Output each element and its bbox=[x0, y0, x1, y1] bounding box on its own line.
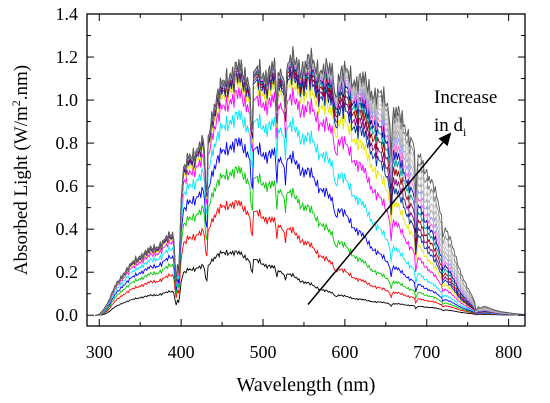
spectrum-line bbox=[95, 166, 525, 316]
y-axis-label-tail: .nm) bbox=[11, 65, 32, 100]
increase-arrow-head bbox=[438, 132, 452, 147]
increase-annotation: Increase in di bbox=[307, 87, 497, 305]
y-tick-label: 1.4 bbox=[56, 4, 79, 24]
y-axis-label: Absorbed Light (W/m2.nm) bbox=[9, 65, 32, 275]
y-tick-label: 1.2 bbox=[56, 47, 79, 67]
spectrum-line bbox=[95, 137, 525, 316]
spectrum-line bbox=[95, 72, 525, 316]
y-axis-label-main: Absorbed Light (W/m bbox=[11, 106, 32, 275]
spectrum-line bbox=[95, 87, 525, 316]
annotation-line-1: Increase bbox=[434, 87, 497, 108]
x-tick-label: 300 bbox=[86, 342, 113, 362]
y-tick-label: 0.6 bbox=[56, 176, 79, 196]
x-tick-label: 600 bbox=[331, 342, 358, 362]
y-tick-label: 0.0 bbox=[56, 305, 79, 325]
increase-arrow bbox=[307, 141, 444, 305]
y-axis: 0.0 0.2 0.4 0.6 0.8 1.0 1.2 1.4 bbox=[56, 4, 525, 325]
x-tick-label: 800 bbox=[495, 342, 522, 362]
y-tick-label: 0.2 bbox=[56, 262, 79, 282]
annotation-line-2: in di bbox=[434, 115, 467, 139]
series-layer bbox=[95, 46, 525, 316]
spectrum-line bbox=[95, 249, 525, 316]
spectrum-line bbox=[95, 200, 525, 316]
y-tick-label: 0.4 bbox=[56, 219, 79, 239]
spectrum-line bbox=[95, 46, 525, 316]
x-tick-label: 400 bbox=[168, 342, 195, 362]
x-tick-label: 500 bbox=[250, 342, 277, 362]
x-axis-label: Wavelength (nm) bbox=[237, 374, 376, 396]
annotation-line-2-subscript: i bbox=[463, 125, 467, 139]
y-tick-label: 0.8 bbox=[56, 133, 79, 153]
x-axis: 300 400 500 600 700 800 bbox=[86, 14, 522, 362]
spectrum-line bbox=[95, 109, 525, 316]
annotation-line-2-main: in d bbox=[434, 115, 464, 136]
y-tick-label: 1.0 bbox=[56, 90, 79, 110]
plot-frame bbox=[86, 13, 526, 327]
y-axis-label-superscript: 2 bbox=[9, 100, 23, 106]
x-tick-label: 700 bbox=[413, 342, 440, 362]
